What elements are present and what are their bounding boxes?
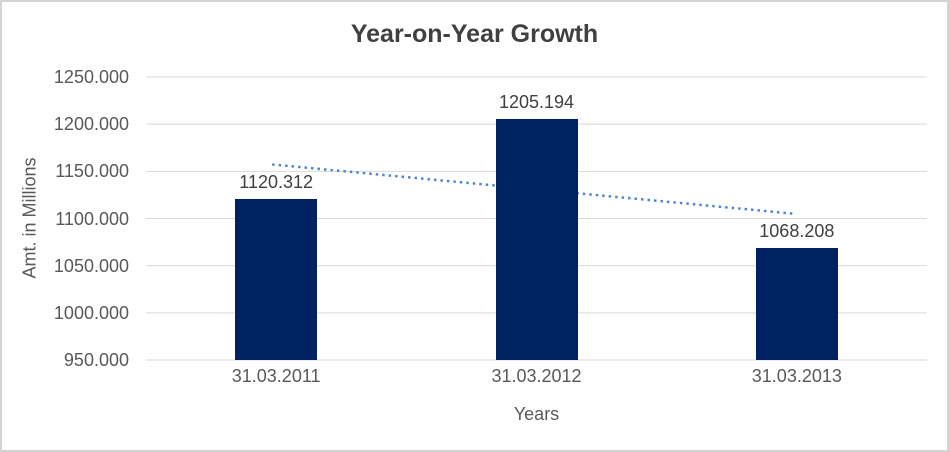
bar-31.03.2012 [495,119,578,360]
bar-31.03.2011 [235,199,318,360]
data-label: 1205.194 [498,92,575,113]
chart-title: Year-on-Year Growth [350,20,599,48]
x-tick-label: 31.03.2013 [751,366,842,386]
y-tick-label: 1100.000 [55,208,129,229]
y-tick-label: 1150.000 [55,161,129,182]
y-tick-label: 950.000 [63,350,129,370]
bar-31.03.2013 [755,248,838,360]
y-tick-label: 1050.000 [53,255,129,276]
y-tick-label: 1000.000 [53,302,129,323]
x-tick-label: 31.03.2012 [491,366,582,386]
y-tick-label: 1250.000 [53,67,129,87]
y-tick-label: 1200.000 [53,114,129,135]
data-label: 1068.208 [759,221,835,242]
data-label: 1120.312 [239,172,314,193]
x-axis-title: Years [513,404,560,424]
x-tick-label: 31.03.2011 [231,366,321,386]
